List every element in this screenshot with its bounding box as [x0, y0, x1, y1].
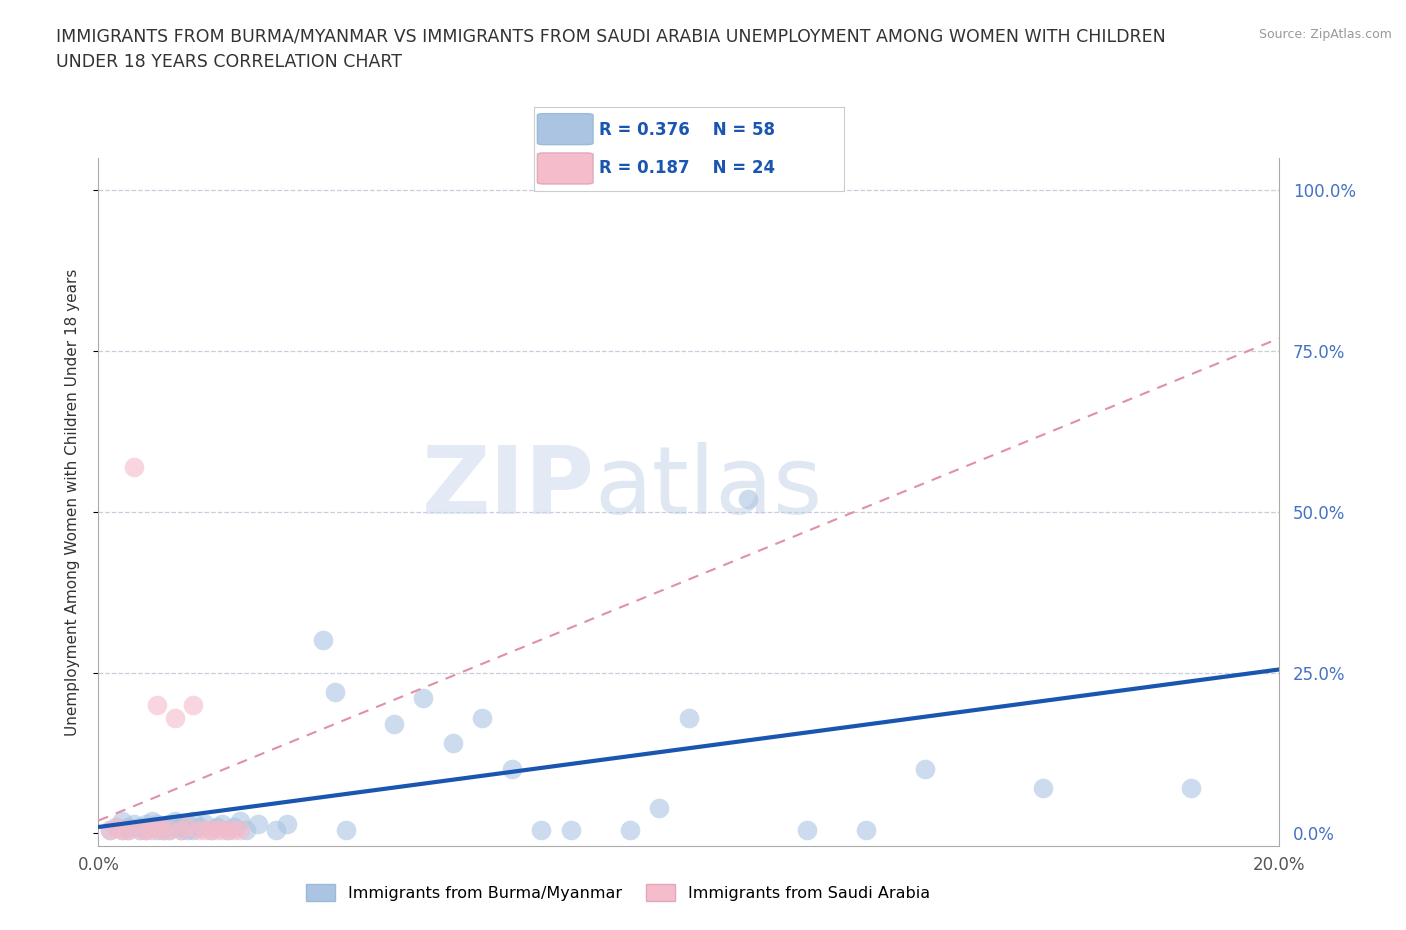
Point	[157, 823, 180, 838]
Point	[224, 823, 246, 838]
Point	[796, 823, 818, 838]
Point	[312, 633, 335, 648]
Point	[152, 823, 174, 838]
Point	[122, 459, 145, 474]
Point	[141, 819, 163, 834]
Point	[200, 823, 222, 838]
Point	[176, 823, 198, 838]
Point	[471, 711, 494, 725]
Point	[122, 817, 145, 831]
Point	[224, 819, 246, 834]
Text: atlas: atlas	[595, 443, 823, 535]
Point	[246, 817, 269, 831]
Point	[229, 823, 252, 838]
Point	[737, 492, 759, 507]
Text: Source: ZipAtlas.com: Source: ZipAtlas.com	[1258, 28, 1392, 41]
Point	[335, 823, 357, 838]
Point	[1180, 781, 1202, 796]
Point	[276, 817, 298, 831]
Point	[146, 817, 169, 831]
Point	[165, 813, 187, 828]
Point	[441, 736, 464, 751]
Point	[170, 819, 193, 834]
Point	[235, 823, 257, 838]
Point	[165, 711, 187, 725]
Point	[128, 819, 150, 834]
FancyBboxPatch shape	[537, 113, 593, 145]
Point	[648, 801, 671, 816]
Point	[194, 817, 217, 831]
Point	[200, 823, 222, 838]
Point	[117, 823, 139, 838]
Point	[914, 762, 936, 777]
Point	[181, 823, 204, 838]
Point	[1032, 781, 1054, 796]
Point	[105, 819, 128, 834]
Point	[157, 823, 180, 838]
Point	[146, 698, 169, 712]
Point	[98, 823, 121, 838]
Point	[157, 817, 180, 831]
Point	[170, 823, 193, 838]
Point	[205, 819, 228, 834]
Point	[211, 823, 233, 838]
Point	[619, 823, 641, 838]
Point	[211, 817, 233, 831]
Point	[170, 823, 193, 838]
Point	[382, 717, 405, 732]
Point	[855, 823, 877, 838]
Point	[264, 823, 287, 838]
Point	[141, 813, 163, 828]
Point	[323, 684, 346, 699]
Point	[229, 813, 252, 828]
Point	[98, 823, 121, 838]
Point	[194, 823, 217, 838]
Point	[105, 819, 128, 834]
Point	[111, 813, 134, 828]
Text: R = 0.187    N = 24: R = 0.187 N = 24	[599, 159, 775, 177]
Point	[135, 823, 157, 838]
Point	[176, 817, 198, 831]
Point	[117, 819, 139, 834]
Point	[217, 823, 239, 838]
Point	[111, 823, 134, 838]
Point	[135, 817, 157, 831]
Text: R = 0.376    N = 58: R = 0.376 N = 58	[599, 121, 775, 139]
Point	[146, 823, 169, 838]
Point	[111, 823, 134, 838]
Point	[146, 819, 169, 834]
Point	[530, 823, 553, 838]
Point	[181, 698, 204, 712]
Point	[176, 819, 198, 834]
Point	[152, 823, 174, 838]
Point	[187, 819, 209, 834]
Legend: Immigrants from Burma/Myanmar, Immigrants from Saudi Arabia: Immigrants from Burma/Myanmar, Immigrant…	[299, 878, 936, 907]
Point	[560, 823, 582, 838]
Point	[412, 691, 434, 706]
Point	[678, 711, 700, 725]
Text: ZIP: ZIP	[422, 443, 595, 535]
Point	[217, 823, 239, 838]
Point	[128, 823, 150, 838]
FancyBboxPatch shape	[537, 153, 593, 184]
Point	[141, 823, 163, 838]
Y-axis label: Unemployment Among Women with Children Under 18 years: Unemployment Among Women with Children U…	[65, 269, 80, 736]
Point	[128, 823, 150, 838]
Point	[181, 813, 204, 828]
Point	[187, 823, 209, 838]
Point	[152, 819, 174, 834]
Text: IMMIGRANTS FROM BURMA/MYANMAR VS IMMIGRANTS FROM SAUDI ARABIA UNEMPLOYMENT AMONG: IMMIGRANTS FROM BURMA/MYANMAR VS IMMIGRA…	[56, 28, 1166, 71]
Point	[205, 823, 228, 838]
Point	[117, 823, 139, 838]
Point	[165, 819, 187, 834]
Point	[501, 762, 523, 777]
Point	[135, 823, 157, 838]
